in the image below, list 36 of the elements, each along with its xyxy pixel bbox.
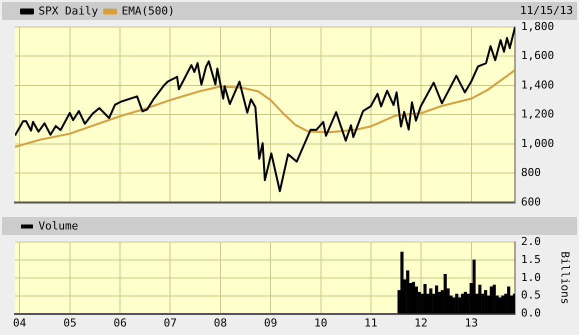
x-tick-label: 13 bbox=[464, 316, 478, 330]
bar bbox=[434, 285, 438, 314]
y-tick-label: 600 bbox=[521, 195, 541, 208]
x-tick-label: 10 bbox=[314, 316, 328, 330]
y-tick-label: 1,800 bbox=[521, 20, 554, 33]
y-tick-label: 800 bbox=[521, 166, 541, 180]
y-axis-title: Billions bbox=[558, 251, 572, 304]
legend-label: SPX Daily bbox=[38, 4, 98, 18]
y-tick-label: 0.0 bbox=[521, 306, 541, 320]
legend-label: Volume bbox=[38, 219, 78, 232]
y-tick-label: 1,200 bbox=[521, 108, 554, 121]
y-tick-label: 1,400 bbox=[521, 78, 554, 92]
bar bbox=[400, 252, 404, 314]
bar bbox=[423, 284, 427, 314]
y-tick-label: 2.0 bbox=[521, 234, 541, 248]
x-tick-label: 12 bbox=[414, 316, 428, 330]
x-tick-label: 09 bbox=[264, 316, 278, 330]
y-tick-label: 1.5 bbox=[521, 252, 541, 266]
x-tick-label: 07 bbox=[164, 316, 177, 330]
x-tick-label: 05 bbox=[63, 316, 77, 330]
x-tick-label: 08 bbox=[214, 316, 227, 330]
x-tick-label: 04 bbox=[13, 316, 27, 330]
x-tick-label: 06 bbox=[113, 316, 127, 330]
text: 11/15/13 bbox=[520, 4, 573, 17]
bar bbox=[406, 270, 410, 314]
y-tick-label: 1.0 bbox=[521, 270, 541, 284]
bar bbox=[492, 284, 496, 314]
y-tick-label: 1,000 bbox=[521, 136, 554, 150]
legend-label: EMA(500) bbox=[122, 4, 175, 18]
x-tick-label: 11 bbox=[364, 316, 378, 330]
bar bbox=[472, 260, 476, 314]
y-tick-label: 0.5 bbox=[521, 288, 541, 302]
bar bbox=[512, 294, 515, 314]
bar bbox=[507, 286, 510, 314]
y-tick-label: 1,600 bbox=[521, 49, 554, 62]
bar bbox=[444, 274, 447, 314]
